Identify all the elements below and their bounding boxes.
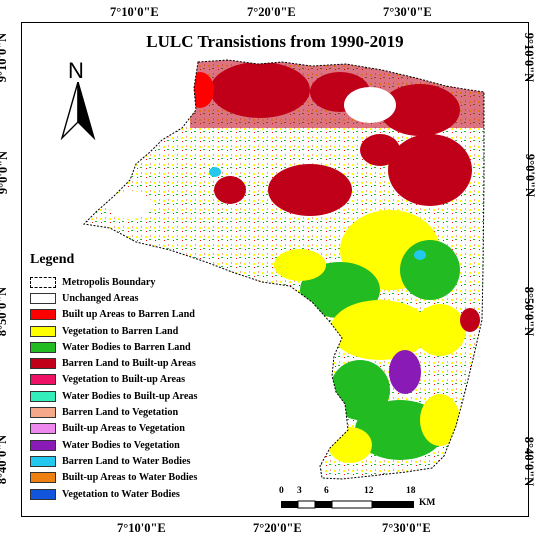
coord-bottom-2: 7°20'0"E (253, 521, 302, 535)
legend-item: Barren Land to Vegetation (30, 404, 230, 420)
legend-label: Barren Land to Vegetation (62, 407, 179, 419)
legend-item: Barren Land to Built-up Areas (30, 355, 230, 371)
legend-item: Water Bodies to Built-up Areas (30, 388, 230, 404)
legend-label: Built up Areas to Barren Land (62, 309, 195, 321)
legend-swatch (30, 455, 56, 467)
legend-label: Built-up Areas to Vegetation (62, 423, 185, 435)
north-arrow-icon (60, 82, 96, 140)
legend-item: Vegetation to Barren Land (30, 323, 230, 339)
legend-swatch (30, 488, 56, 500)
legend-swatch (30, 374, 56, 386)
legend-item: Water Bodies to Barren Land (30, 339, 230, 355)
north-label: N (68, 58, 84, 83)
legend-swatch (30, 309, 56, 321)
scale-unit: KM (419, 498, 436, 508)
coord-bottom-1: 7°10'0"E (117, 521, 166, 535)
legend-swatch (30, 292, 56, 304)
coord-bottom-3: 7°30'0"E (382, 521, 431, 535)
legend-label: Unchanged Areas (62, 292, 139, 304)
legend-title: Legend (30, 252, 75, 267)
legend-label: Vegetation to Barren Land (62, 325, 179, 337)
legend-label: Barren Land to Water Bodies (62, 455, 191, 467)
legend-item: Built-up Areas to Water Bodies (30, 470, 230, 486)
coord-top-3: 7°30'0"E (383, 5, 432, 19)
legend-item: Vegetation to Built-up Areas (30, 372, 230, 388)
legend-label: Water Bodies to Built-up Areas (62, 390, 198, 402)
legend-item: Unchanged Areas (30, 290, 230, 306)
legend-swatch (30, 423, 56, 435)
coord-top-2: 7°20'0"E (247, 5, 296, 19)
scale-tick-12: 12 (364, 486, 374, 496)
legend: Legend Metropolis Boundary Unchanged Area… (30, 252, 230, 502)
legend-swatch (30, 341, 56, 353)
legend-swatch (30, 390, 56, 402)
legend-swatch (30, 325, 56, 337)
legend-item: Metropolis Boundary (30, 274, 230, 290)
legend-label: Water Bodies to Vegetation (62, 439, 180, 451)
scale-bar-graphic (281, 500, 414, 509)
legend-item: Built up Areas to Barren Land (30, 307, 230, 323)
legend-swatch (30, 407, 56, 419)
legend-swatch (30, 276, 56, 288)
legend-items: Metropolis Boundary Unchanged Areas Built … (30, 274, 230, 502)
legend-item: Barren Land to Water Bodies (30, 453, 230, 469)
legend-swatch (30, 472, 56, 484)
legend-label: Built-up Areas to Water Bodies (62, 472, 198, 484)
legend-label: Metropolis Boundary (62, 276, 156, 288)
legend-item: Vegetation to Water Bodies (30, 486, 230, 502)
legend-item: Built-up Areas to Vegetation (30, 421, 230, 437)
legend-swatch (30, 439, 56, 451)
north-arrow: N (58, 58, 98, 140)
legend-label: Barren Land to Built-up Areas (62, 358, 196, 370)
scale-tick-3: 3 (297, 486, 302, 496)
legend-swatch (30, 358, 56, 370)
coord-top-1: 7°10'0"E (110, 5, 159, 19)
scale-tick-0: 0 (279, 486, 284, 496)
legend-label: Vegetation to Built-up Areas (62, 374, 186, 386)
scale-tick-18: 18 (406, 486, 416, 496)
map-title: LULC Transistions from 1990-2019 (146, 32, 404, 51)
legend-label: Vegetation to Water Bodies (62, 488, 180, 500)
scale-tick-6: 6 (324, 486, 329, 496)
legend-label: Water Bodies to Barren Land (62, 341, 191, 353)
legend-item: Water Bodies to Vegetation (30, 437, 230, 453)
